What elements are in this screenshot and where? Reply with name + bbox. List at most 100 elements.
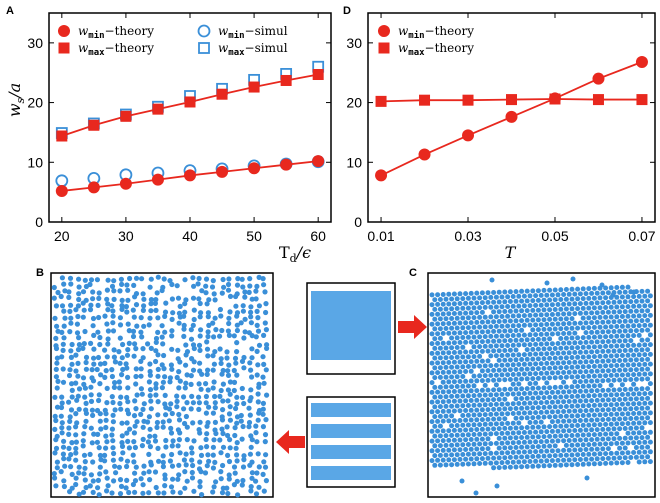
particle — [264, 342, 270, 348]
particle — [614, 333, 620, 339]
particle — [465, 442, 471, 447]
particle — [583, 339, 589, 345]
particle — [145, 419, 151, 425]
particle — [482, 451, 488, 457]
chart-d-xtick-label: 0.01 — [367, 228, 394, 244]
particle — [87, 451, 93, 457]
particle — [96, 397, 102, 404]
particle — [561, 418, 567, 424]
particle — [600, 290, 606, 296]
particle — [552, 462, 558, 468]
particle — [547, 316, 553, 322]
particle — [603, 305, 609, 310]
particle — [619, 460, 625, 466]
particle — [577, 457, 583, 462]
particle — [482, 431, 488, 437]
particle — [566, 340, 572, 346]
particle — [240, 477, 246, 484]
particle — [234, 349, 240, 355]
particle — [507, 328, 513, 334]
particle — [465, 403, 471, 408]
particle — [140, 406, 146, 412]
particle — [474, 446, 480, 452]
particle — [254, 348, 260, 354]
particle — [163, 437, 169, 444]
particle — [104, 400, 110, 406]
particle — [530, 376, 536, 382]
particle — [140, 307, 146, 313]
particle — [74, 397, 80, 403]
particle — [61, 308, 67, 314]
particle — [460, 364, 466, 370]
particle — [594, 310, 600, 316]
particle — [519, 415, 525, 421]
particle — [642, 449, 648, 455]
particle — [563, 296, 569, 302]
particle — [182, 301, 188, 307]
particle — [499, 343, 505, 349]
particle — [639, 425, 645, 431]
particle — [246, 419, 253, 426]
particle — [446, 437, 452, 443]
particle — [437, 443, 443, 449]
particle — [614, 392, 620, 398]
particle — [524, 337, 530, 343]
particle — [625, 460, 631, 465]
particle — [242, 329, 248, 335]
particle — [217, 333, 223, 339]
particle — [605, 309, 611, 315]
particle — [544, 360, 550, 366]
particle — [463, 417, 469, 423]
particle — [124, 430, 130, 436]
particle — [97, 361, 104, 367]
particle — [94, 366, 100, 373]
particle — [105, 483, 111, 489]
particle — [184, 400, 190, 406]
particle — [217, 437, 223, 443]
particle — [177, 359, 183, 365]
particle — [499, 391, 505, 397]
particle — [625, 284, 631, 290]
particle — [81, 307, 87, 313]
particle — [198, 452, 205, 458]
particle — [631, 342, 637, 348]
particle — [547, 414, 553, 420]
particle — [569, 335, 575, 341]
particle — [491, 377, 497, 383]
particle — [608, 304, 614, 310]
particle — [510, 430, 516, 436]
particle — [479, 426, 485, 432]
particle — [477, 431, 483, 437]
particle — [147, 387, 154, 393]
particle — [88, 277, 95, 283]
particle — [435, 340, 441, 346]
particle — [561, 331, 567, 336]
particle — [176, 411, 182, 418]
particle — [535, 453, 541, 459]
particle — [188, 381, 194, 387]
particle — [507, 289, 513, 295]
particle — [611, 368, 617, 373]
particle — [260, 354, 266, 360]
particle — [241, 453, 247, 459]
particle — [519, 298, 525, 304]
particle — [636, 293, 642, 299]
particle — [440, 360, 446, 366]
particle — [61, 483, 67, 490]
particle — [488, 294, 494, 300]
particle — [499, 372, 505, 378]
panel-label-c: C — [409, 267, 417, 279]
particle — [212, 393, 218, 400]
particle — [496, 445, 502, 451]
particle — [549, 448, 555, 454]
particle — [527, 459, 533, 464]
particle — [631, 313, 637, 319]
particle — [260, 411, 266, 417]
particle — [141, 323, 147, 329]
particle — [513, 318, 519, 324]
particle — [538, 400, 544, 406]
particle — [563, 306, 569, 312]
particle — [169, 463, 176, 469]
particle — [614, 421, 620, 427]
